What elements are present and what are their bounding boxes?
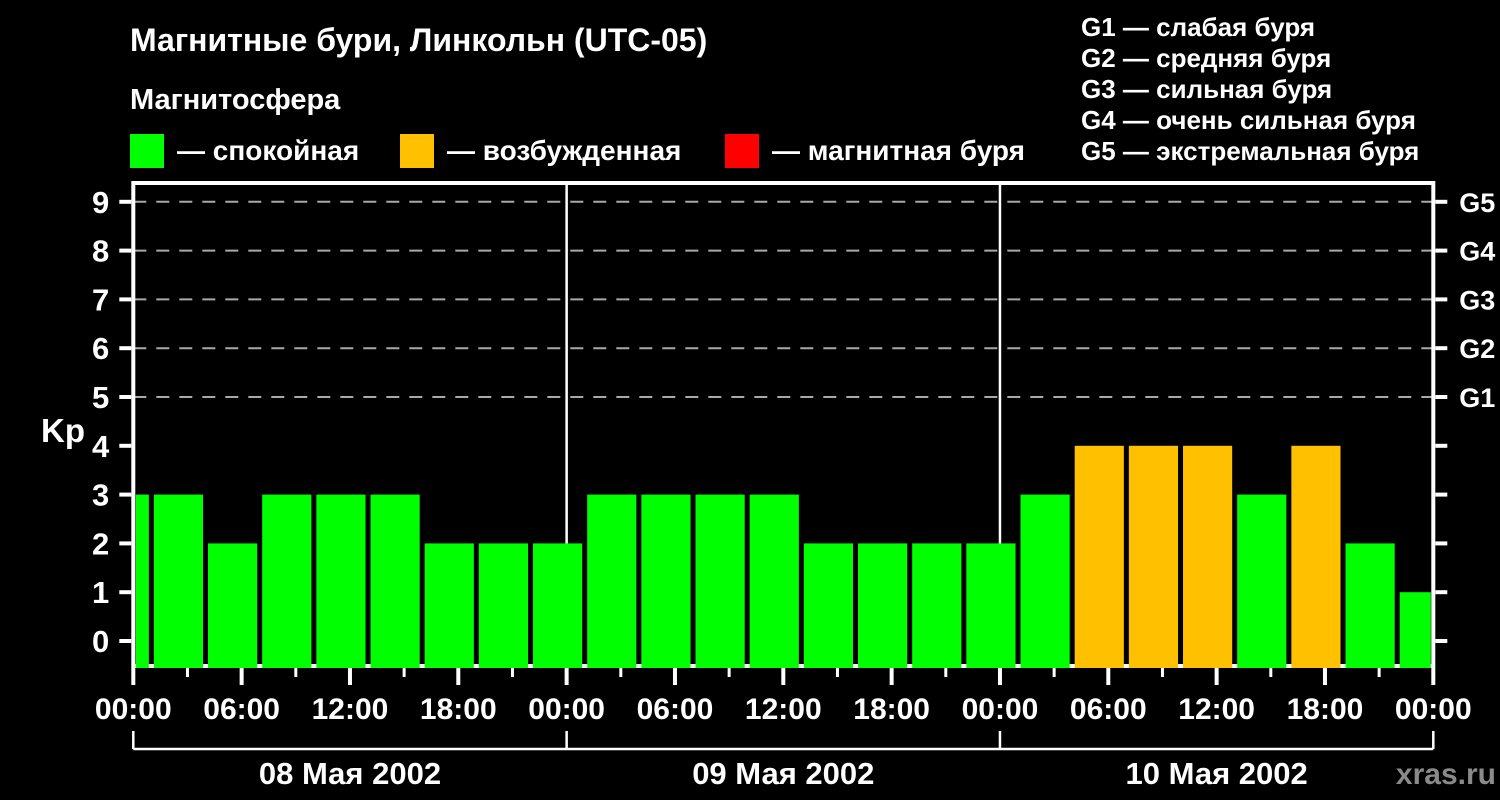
kp-bar [966, 543, 1016, 668]
storm-scale-g3: G3 — сильная буря [1081, 74, 1333, 104]
kp-bar [316, 494, 366, 668]
kp-bar [1399, 592, 1431, 668]
g-level-label: G1 [1459, 383, 1495, 413]
kp-bar [858, 543, 908, 668]
x-tick-label: 18:00 [420, 693, 497, 726]
legend-label-storm: — магнитная буря [772, 135, 1025, 166]
magnetosphere-subtitle: Магнитосфера [130, 84, 341, 116]
kp-bar [587, 494, 637, 668]
kp-bar [912, 543, 962, 668]
g-level-label: G3 [1459, 285, 1495, 315]
legend-swatch-quiet [130, 134, 164, 168]
legend-label-quiet: — спокойная [177, 135, 360, 166]
kp-bar [135, 494, 149, 668]
x-tick-label: 06:00 [203, 693, 280, 726]
x-tick-label: 12:00 [1178, 693, 1255, 726]
kp-bar [641, 494, 691, 668]
x-tick-label: 00:00 [1395, 693, 1472, 726]
x-tick-label: 06:00 [1070, 693, 1147, 726]
kp-bar [478, 543, 529, 668]
legend-swatch-storm [725, 134, 759, 168]
legend-swatch-active [400, 134, 434, 168]
watermark: xras.ru [1395, 758, 1496, 791]
date-label: 08 Мая 2002 [259, 756, 441, 791]
y-axis-title: Kp [41, 412, 85, 449]
y-tick-label: 0 [92, 624, 109, 659]
x-tick-label: 12:00 [312, 693, 389, 726]
x-tick-label: 12:00 [745, 693, 822, 726]
y-tick-label: 4 [92, 429, 110, 464]
kp-bar [749, 494, 799, 668]
y-tick-label: 9 [92, 185, 109, 220]
x-tick-label: 18:00 [853, 693, 930, 726]
kp-bar [424, 543, 474, 668]
x-tick-label: 18:00 [1287, 693, 1364, 726]
x-tick-label: 00:00 [528, 693, 605, 726]
kp-bar [370, 494, 420, 668]
kp-bar [1345, 543, 1395, 668]
kp-bar [533, 543, 583, 668]
storm-scale-g1: G1 — слабая буря [1081, 12, 1316, 42]
g-level-label: G2 [1459, 334, 1495, 364]
storm-scale-legend: G1 — слабая буря G2 — средняя буря G3 — … [1081, 12, 1419, 167]
kp-bar [803, 543, 854, 668]
y-tick-label: 5 [92, 380, 109, 415]
kp-bar [1291, 445, 1341, 668]
x-tick-label: 00:00 [962, 693, 1039, 726]
storm-scale-g4: G4 — очень сильная буря [1081, 105, 1416, 135]
kp-bar [1183, 445, 1233, 668]
storm-scale-g2: G2 — средняя буря [1081, 43, 1332, 73]
page-title: Магнитные бури, Линкольн (UTC-05) [130, 22, 708, 58]
kp-bar [153, 494, 204, 668]
y-tick-label: 8 [92, 234, 109, 269]
date-label: 10 Мая 2002 [1126, 756, 1308, 791]
g-level-label: G4 [1459, 237, 1495, 267]
y-tick-label: 6 [92, 331, 109, 366]
storm-scale-g5: G5 — экстремальная буря [1081, 136, 1420, 166]
kp-bar [1128, 445, 1179, 668]
g-level-label: G5 [1459, 188, 1495, 218]
x-tick-label: 00:00 [95, 693, 172, 726]
y-tick-label: 3 [92, 478, 109, 513]
kp-bar [1237, 494, 1287, 668]
kp-bar [695, 494, 745, 668]
y-tick-label: 1 [92, 575, 109, 610]
kp-bar [262, 494, 312, 668]
x-tick-label: 06:00 [637, 693, 714, 726]
kp-bar [1074, 445, 1124, 668]
legend-label-active: — возбужденная [447, 135, 682, 166]
kp-bar [208, 543, 258, 668]
y-tick-label: 7 [92, 282, 109, 317]
y-tick-label: 2 [92, 526, 109, 561]
kp-bar [1020, 494, 1070, 668]
date-label: 09 Мая 2002 [692, 756, 874, 791]
